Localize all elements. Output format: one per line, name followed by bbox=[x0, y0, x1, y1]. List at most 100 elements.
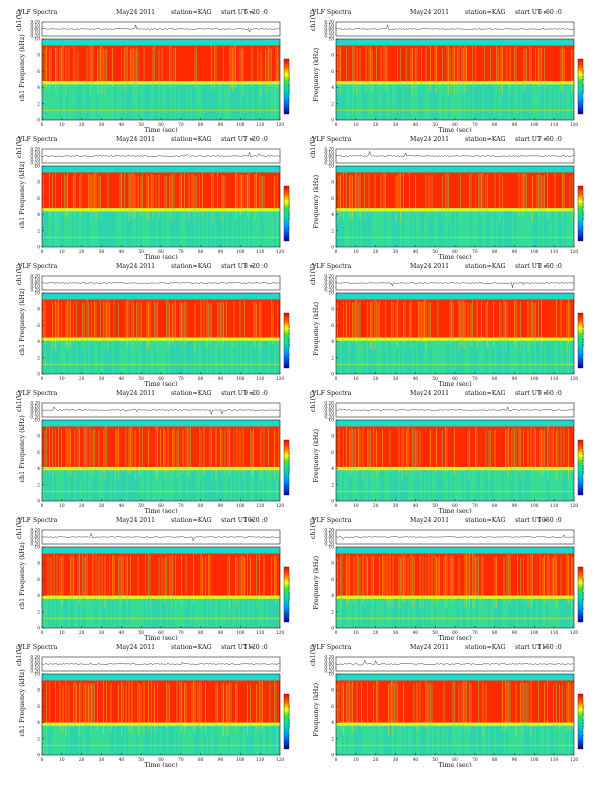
spectrogram-cell bbox=[132, 81, 134, 120]
spectrogram-cell bbox=[242, 81, 244, 120]
spectrogram-cell bbox=[398, 337, 400, 374]
spectrogram-cell bbox=[170, 208, 172, 247]
spectrogram-cell bbox=[144, 81, 146, 120]
spectrogram-cell bbox=[400, 722, 402, 755]
spectrogram-cell bbox=[438, 81, 440, 120]
spectrogram-cell bbox=[556, 81, 558, 120]
spectrogram-cell bbox=[260, 722, 262, 755]
spectrogram-cell bbox=[196, 466, 198, 501]
y-tick-label: 0 bbox=[331, 627, 334, 632]
spectrogram-cell bbox=[406, 337, 408, 374]
spectrogram-cell bbox=[56, 81, 58, 120]
y-tick-label: 4 bbox=[37, 213, 40, 218]
spectrogram-cell bbox=[182, 81, 184, 120]
spectrogram-cell bbox=[54, 722, 56, 755]
spectrogram-cell bbox=[210, 466, 212, 501]
spectrogram-cell bbox=[440, 466, 442, 501]
frequency-axis-label: ch1 Frequency (kHz) bbox=[19, 542, 26, 609]
spectrogram-cell bbox=[228, 208, 230, 247]
x-tick-label: 60 bbox=[158, 377, 164, 382]
spectrogram-cell bbox=[480, 81, 482, 120]
spectrogram-cell bbox=[88, 595, 90, 628]
spectrogram-cell bbox=[424, 208, 426, 247]
spectrogram-cell bbox=[216, 208, 218, 247]
spectrogram-cell bbox=[180, 208, 182, 247]
spectrogram-cell bbox=[474, 722, 476, 755]
spectrogram-cell bbox=[432, 595, 434, 628]
spectrogram-cell bbox=[260, 337, 262, 374]
date-label: May24 2011 bbox=[116, 517, 156, 524]
spectrogram-cell bbox=[538, 208, 540, 247]
spectrogram-cell bbox=[272, 337, 274, 374]
spectrogram-cell bbox=[460, 722, 462, 755]
spectrogram-cell bbox=[70, 466, 72, 501]
x-tick-label: 100 bbox=[236, 504, 244, 509]
waveform-tick-label: 0.20 bbox=[324, 669, 334, 674]
colorbar-label: log(PSD)(V²/Hz) bbox=[583, 574, 584, 609]
spectrogram-cell bbox=[78, 337, 80, 374]
x-tick-label: 70 bbox=[472, 123, 478, 128]
spectrogram-cell bbox=[490, 595, 492, 628]
spectrogram-cell bbox=[44, 208, 46, 247]
spectrogram-cell bbox=[502, 722, 504, 755]
x-tick-label: 110 bbox=[550, 758, 558, 763]
spectrogram-cell bbox=[380, 208, 382, 247]
high-power-band bbox=[42, 299, 280, 338]
spectrogram-cell bbox=[276, 208, 278, 247]
panel-header: VLF Spectra May24 2011 station=KAG start UT… bbox=[306, 516, 584, 525]
spectrogram-cell bbox=[446, 595, 448, 628]
spectrogram-cell bbox=[504, 81, 506, 120]
spectrogram-cell bbox=[476, 466, 478, 501]
spectrogram-cell bbox=[502, 337, 504, 374]
upper-cyan-band bbox=[336, 293, 574, 299]
spectrogram-cell bbox=[72, 466, 74, 501]
spectrogram-cell bbox=[196, 208, 198, 247]
spectrogram-cell bbox=[204, 81, 206, 120]
spectrogram-cell bbox=[406, 81, 408, 120]
waveform-axis-label: ch1(V) bbox=[310, 137, 317, 158]
spectrogram-cell bbox=[226, 595, 228, 628]
spectrogram-cell bbox=[558, 208, 560, 247]
spectrogram-cell bbox=[450, 208, 452, 247]
spectrogram-cell bbox=[64, 208, 66, 247]
spectrogram-cell bbox=[66, 466, 68, 501]
spectrogram-cell bbox=[372, 337, 374, 374]
spectrogram-cell bbox=[362, 595, 364, 628]
x-tick-label: 0 bbox=[41, 631, 44, 636]
spectrogram-cell bbox=[442, 208, 444, 247]
spectrogram-cell bbox=[186, 81, 188, 120]
spectrogram-cell bbox=[468, 81, 470, 120]
spectrogram-cell bbox=[362, 208, 364, 247]
spectrogram-cell bbox=[440, 337, 442, 374]
spectrogram-cell bbox=[276, 81, 278, 120]
spectrogram-cell bbox=[450, 722, 452, 755]
spectrogram-cell bbox=[270, 595, 272, 628]
spectrogram-cell bbox=[434, 337, 436, 374]
spectrogram-cell bbox=[452, 81, 454, 120]
spectrogram-cell bbox=[382, 722, 384, 755]
spectrogram-cell bbox=[404, 722, 406, 755]
spectrogram-cell bbox=[258, 722, 260, 755]
station-label: station=KAG bbox=[465, 390, 506, 397]
spectrogram-cell bbox=[126, 722, 128, 755]
y-tick-label: 0 bbox=[331, 119, 334, 124]
waveform-tick-label: 0.10 bbox=[324, 412, 334, 417]
spectrogram-cell bbox=[46, 466, 48, 501]
panel-header: VLF Spectra May24 2011 station=KAG start UT… bbox=[12, 262, 290, 271]
waveform-tick-label: 0.00 bbox=[324, 281, 334, 286]
spectrogram-cell bbox=[156, 722, 158, 755]
spectrogram-cell bbox=[460, 466, 462, 501]
spectrogram-cell bbox=[216, 466, 218, 501]
x-tick-label: 90 bbox=[218, 123, 224, 128]
spectrogram-cell bbox=[46, 595, 48, 628]
spectrogram-cell bbox=[558, 722, 560, 755]
spectrogram-cell bbox=[170, 595, 172, 628]
spectrogram-cell bbox=[460, 81, 462, 120]
y-tick-label: 6 bbox=[37, 324, 40, 329]
spectrogram-cell bbox=[98, 208, 100, 247]
x-tick-label: 90 bbox=[218, 758, 224, 763]
x-tick-label: 90 bbox=[512, 631, 518, 636]
spectrogram-cell bbox=[548, 208, 550, 247]
spectrogram-cell bbox=[224, 81, 226, 120]
